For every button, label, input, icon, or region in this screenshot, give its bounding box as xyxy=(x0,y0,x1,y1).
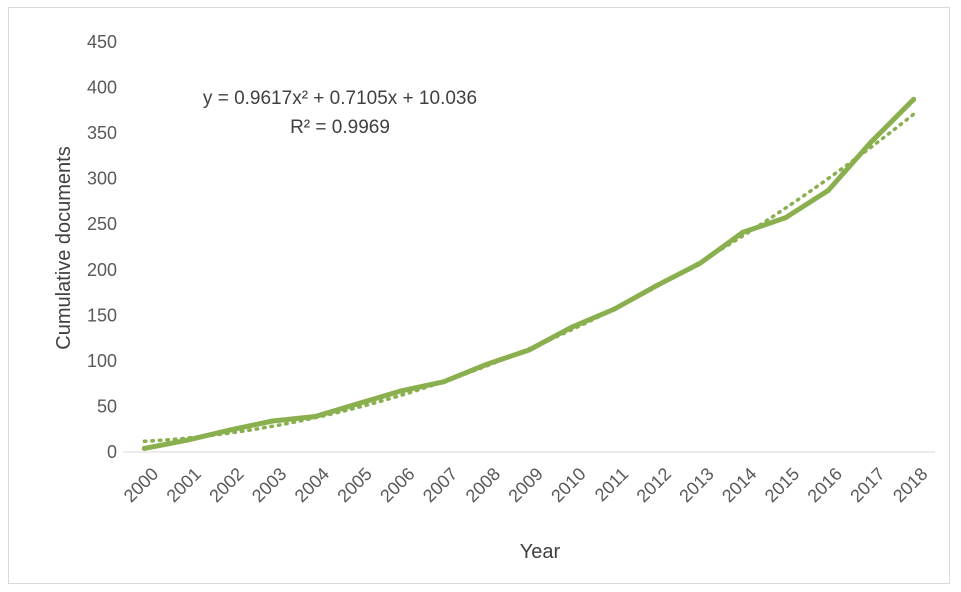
y-axis-ticks: 0 50 100 150 200 250 300 350 400 450 xyxy=(87,32,117,462)
data-point xyxy=(825,188,831,194)
x-tick-label: 2005 xyxy=(333,464,375,506)
data-point xyxy=(868,139,874,145)
trendline-r-squared: R² = 0.9969 xyxy=(290,117,390,138)
data-point xyxy=(569,324,575,330)
x-tick-label: 2010 xyxy=(547,464,589,506)
data-point xyxy=(654,282,660,288)
x-axis-title: Year xyxy=(520,541,561,563)
data-point xyxy=(441,379,447,385)
x-tick-label: 2014 xyxy=(718,464,760,506)
x-tick-label: 2017 xyxy=(846,464,888,506)
y-tick-label: 100 xyxy=(87,351,117,371)
trendline xyxy=(142,112,916,444)
data-point xyxy=(184,437,190,443)
x-tick-label: 2018 xyxy=(889,464,931,506)
data-point xyxy=(270,418,276,424)
x-tick-label: 2000 xyxy=(120,464,162,506)
data-point xyxy=(483,362,489,368)
data-point xyxy=(227,427,233,433)
x-tick-label: 2012 xyxy=(633,464,675,506)
data-point xyxy=(911,96,917,102)
x-tick-label: 2009 xyxy=(504,464,546,506)
data-point xyxy=(355,401,361,407)
x-tick-label: 2006 xyxy=(376,464,418,506)
y-tick-label: 400 xyxy=(87,78,117,98)
data-point xyxy=(611,306,617,312)
data-point xyxy=(782,215,788,221)
x-tick-label: 2001 xyxy=(163,464,205,506)
x-tick-label: 2004 xyxy=(291,464,333,506)
x-tick-label: 2008 xyxy=(462,464,504,506)
y-tick-label: 450 xyxy=(87,32,117,52)
x-axis-ticks: 2000 2001 2002 2003 2004 2005 2006 2007 2008 2009… xyxy=(120,464,932,506)
series-line xyxy=(141,96,917,451)
trendline-equation: y = 0.9617x² + 0.7105x + 10.036 xyxy=(203,88,477,109)
x-tick-label: 2016 xyxy=(804,464,846,506)
y-axis-title: Cumulative documents xyxy=(53,146,75,349)
y-tick-label: 50 xyxy=(97,396,117,416)
x-tick-label: 2013 xyxy=(675,464,717,506)
x-tick-label: 2003 xyxy=(248,464,290,506)
data-point xyxy=(740,229,746,235)
x-tick-label: 2002 xyxy=(205,464,247,506)
y-tick-label: 200 xyxy=(87,260,117,280)
y-tick-label: 300 xyxy=(87,169,117,189)
y-tick-label: 250 xyxy=(87,214,117,234)
data-point xyxy=(398,388,404,394)
y-tick-label: 150 xyxy=(87,305,117,325)
y-tick-label: 0 xyxy=(107,442,117,462)
x-tick-label: 2015 xyxy=(761,464,803,506)
y-tick-label: 350 xyxy=(87,123,117,143)
data-point xyxy=(697,260,703,266)
x-tick-label: 2011 xyxy=(591,464,633,506)
chart-frame xyxy=(8,7,950,584)
x-tick-label: 2007 xyxy=(419,464,461,506)
data-point xyxy=(526,347,532,353)
data-point xyxy=(312,413,318,419)
series-points xyxy=(141,96,917,451)
data-point xyxy=(141,445,147,451)
